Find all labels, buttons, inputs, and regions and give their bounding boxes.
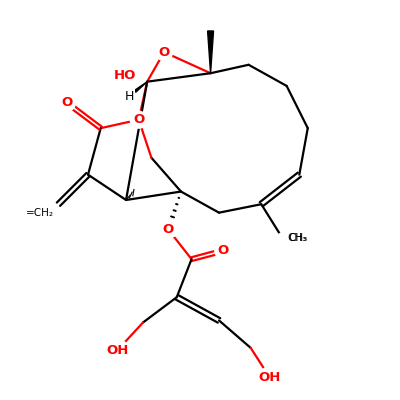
- Text: CH₃: CH₃: [289, 233, 308, 243]
- Text: CH₃: CH₃: [288, 233, 307, 243]
- Circle shape: [107, 340, 128, 360]
- Circle shape: [58, 94, 75, 111]
- Circle shape: [116, 67, 134, 86]
- Text: O: O: [218, 244, 229, 257]
- Polygon shape: [208, 31, 214, 73]
- Circle shape: [215, 242, 232, 259]
- Circle shape: [259, 367, 280, 388]
- Polygon shape: [125, 82, 147, 100]
- Text: OH: OH: [106, 344, 129, 356]
- Text: O: O: [163, 223, 174, 236]
- Text: O: O: [61, 96, 72, 109]
- Circle shape: [277, 233, 288, 243]
- Text: OH: OH: [258, 371, 281, 384]
- Circle shape: [120, 89, 136, 104]
- Text: =CH₂: =CH₂: [26, 208, 54, 218]
- Text: HO: HO: [114, 69, 136, 82]
- Text: O: O: [133, 113, 144, 126]
- Text: H: H: [125, 90, 134, 103]
- Circle shape: [160, 221, 177, 238]
- Circle shape: [156, 44, 172, 60]
- Circle shape: [130, 111, 147, 128]
- Text: O: O: [158, 46, 170, 58]
